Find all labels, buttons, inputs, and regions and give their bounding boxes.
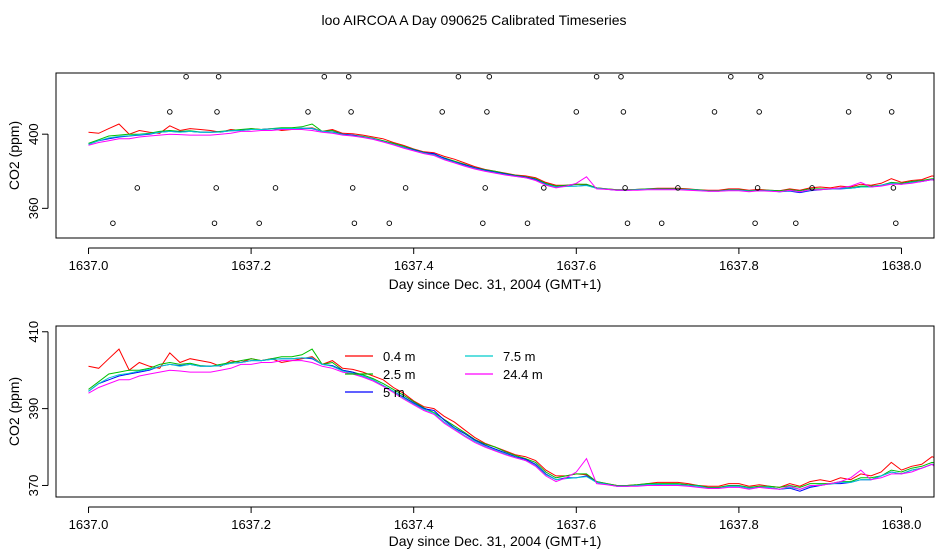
x-tick-label: 1638.0 [882,258,922,273]
series-line-24-4-m [88,129,934,193]
marker-point [167,109,173,115]
y-tick-label: 370 [26,475,41,497]
marker-point [348,109,354,115]
legend-label: 5 m [383,385,405,400]
marker-point [455,73,462,80]
marker-point [752,220,758,226]
x-tick-label: 1637.0 [69,258,109,273]
series-line-24-4-m [88,360,934,490]
marker-point [214,109,220,115]
marker-point [573,109,580,115]
y-axis-label: CO2 (ppm) [6,377,22,446]
marker-point [541,185,547,191]
marker-point [866,73,872,80]
x-tick-label: 1637.6 [556,517,596,532]
markers [110,73,899,226]
marker-point [215,73,222,80]
y-tick-label: 390 [26,398,41,420]
series-line-2-5-m [88,348,934,488]
marker-point [624,220,631,226]
series-line-7-5-m [88,127,934,193]
marker-point [349,185,356,191]
marker-point [524,220,531,226]
x-tick-label: 1637.8 [719,517,759,532]
marker-point [402,185,409,191]
y-tick-label: 400 [26,123,41,145]
marker-point [480,220,486,226]
plot-frame [55,325,935,498]
x-tick-label: 1637.8 [719,258,759,273]
marker-point [272,185,279,191]
marker-point [675,185,681,191]
figure-title: loo AIRCOA A Day 090625 Calibrated Times… [321,12,626,28]
marker-point [482,185,488,191]
marker-point [793,220,799,226]
bottom-panel: 1637.0 1637.2 1637.4 1637.6 1637.8 1638.0 Day … [6,321,935,549]
marker-point [620,109,627,115]
plot-frame [55,72,935,239]
series-line-0-4-m [88,348,934,488]
marker-point [439,109,445,115]
top-panel: 1637.0 1637.2 1637.4 1637.6 1637.8 1638.0 Day … [6,72,935,292]
marker-point [754,185,761,191]
legend: 0.4 m 2.5 m 5 m 7.5 m 24.4 m [345,349,543,400]
marker-point [893,220,899,226]
x-tick-label: 1637.4 [394,258,434,273]
x-tick-label: 1637.6 [556,258,596,273]
x-tick-label: 1637.4 [394,517,434,532]
marker-point [886,73,893,80]
marker-point [486,73,493,80]
marker-point [888,109,895,115]
marker-point [213,185,219,191]
marker-point [211,220,218,226]
x-axis-label: Day since Dec. 31, 2004 (GMT+1) [389,533,602,549]
series-lines [88,123,934,194]
marker-point [809,185,815,191]
legend-label: 2.5 m [383,367,416,382]
series-line-7-5-m [88,357,934,490]
marker-point [345,73,352,80]
series-line-2-5-m [88,123,934,192]
marker-point [618,73,624,80]
legend-label: 7.5 m [503,349,536,364]
marker-point [622,185,628,191]
marker-point [305,109,311,115]
y-tick-label: 410 [26,321,41,343]
y-axis-label: CO2 (ppm) [6,121,22,190]
marker-point [756,109,762,115]
x-tick-label: 1638.0 [882,517,922,532]
series-line-5-m [88,127,934,194]
marker-point [386,220,393,226]
marker-point [110,220,116,226]
marker-point [728,73,734,80]
legend-label: 24.4 m [503,367,543,382]
marker-point [890,185,897,191]
marker-point [351,220,358,226]
marker-point [321,73,328,80]
marker-point [484,109,490,115]
legend-label: 0.4 m [383,349,416,364]
x-axis-label: Day since Dec. 31, 2004 (GMT+1) [389,276,602,292]
x-tick-label: 1637.0 [69,517,109,532]
x-tick-label: 1637.2 [231,517,271,532]
marker-point [711,109,718,115]
marker-point [845,109,852,115]
marker-point [593,73,600,80]
series-lines [88,348,934,492]
marker-point [134,185,141,191]
marker-point [758,73,764,80]
marker-point [658,220,665,226]
marker-point [183,73,189,80]
x-tick-label: 1637.2 [231,258,271,273]
y-tick-label: 360 [26,197,41,219]
marker-point [256,220,262,226]
